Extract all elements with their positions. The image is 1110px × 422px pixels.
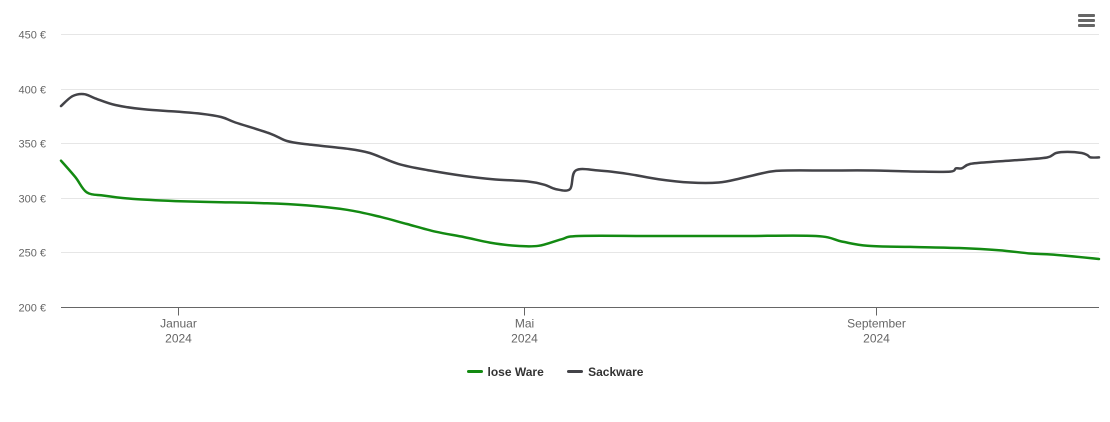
series-line-sackware[interactable] xyxy=(59,92,1101,192)
legend-swatch-lose-ware xyxy=(466,370,483,373)
hamburger-menu-icon[interactable] xyxy=(1076,12,1098,32)
y-tick-label: 200 € xyxy=(18,303,46,315)
y-tick-label: 450 € xyxy=(18,30,46,42)
y-tick-label: 350 € xyxy=(18,139,46,151)
legend-item-lose-ware[interactable]: lose Ware xyxy=(466,364,544,379)
x-tick-label: Januar xyxy=(160,317,197,331)
y-tick-label: 250 € xyxy=(18,248,46,260)
grid-lines xyxy=(61,34,1099,253)
y-tick-label: 300 € xyxy=(18,194,46,206)
series-lines xyxy=(59,92,1101,261)
legend-item-sackware[interactable]: Sackware xyxy=(567,365,643,379)
legend-label-lose-ware: lose Ware xyxy=(487,364,544,379)
x-tick-year: 2024 xyxy=(863,332,890,346)
y-axis-labels: 200 € 250 € 300 € 350 € 400 € 450 € xyxy=(18,30,46,315)
x-tick-year: 2024 xyxy=(165,332,192,346)
x-tick-label: Mai xyxy=(515,317,534,331)
y-tick-label: 400 € xyxy=(18,85,46,97)
x-tick-year: 2024 xyxy=(511,332,538,346)
series-line-lose-ware[interactable] xyxy=(59,159,1101,261)
legend-label-sackware: Sackware xyxy=(588,364,644,379)
x-tick-label: September xyxy=(847,317,906,331)
legend: lose Ware Sackware xyxy=(0,362,1110,379)
legend-swatch-sackware xyxy=(567,370,584,373)
